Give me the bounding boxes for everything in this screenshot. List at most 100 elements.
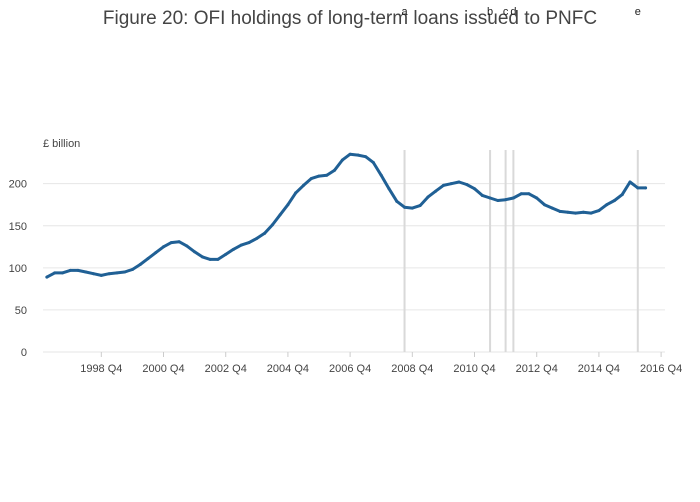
data-point [317, 174, 321, 178]
data-point [465, 183, 469, 187]
data-point [130, 268, 134, 272]
chart-title: Figure 20: OFI holdings of long-term loa… [103, 8, 597, 29]
data-point [395, 199, 399, 203]
event-marker-label: a [401, 6, 408, 18]
data-point [99, 273, 103, 277]
x-tick-label: 2006 Q4 [329, 363, 371, 375]
data-point [208, 257, 212, 261]
data-point [107, 272, 111, 276]
data-point [364, 155, 368, 159]
data-point [239, 243, 243, 247]
data-point [177, 240, 181, 244]
data-point [636, 186, 640, 190]
data-point [480, 193, 484, 197]
data-point [138, 262, 142, 266]
data-point [263, 231, 267, 235]
data-point [301, 183, 305, 187]
data-point [473, 187, 477, 191]
y-tick-label: 50 [15, 305, 27, 317]
data-point [379, 173, 383, 177]
data-point [146, 257, 150, 261]
y-axis: 0 50 100 150 200 [9, 179, 27, 359]
data-point [457, 180, 461, 184]
data-point [581, 210, 585, 214]
x-tick-label: 2012 Q4 [516, 363, 558, 375]
data-point [426, 195, 430, 199]
data-point [309, 177, 313, 181]
data-point [255, 236, 259, 240]
gridlines [43, 183, 665, 353]
x-tick-label: 2010 Q4 [453, 363, 495, 375]
data-point [193, 250, 197, 254]
data-point [185, 244, 189, 248]
x-tick-label: 2002 Q4 [205, 363, 247, 375]
data-point [620, 193, 624, 197]
data-point [589, 211, 593, 215]
data-point [612, 199, 616, 202]
data-point [68, 268, 72, 272]
data-point [605, 203, 609, 207]
y-tick-label: 200 [9, 179, 27, 191]
x-tick-label: 2014 Q4 [578, 363, 620, 375]
data-point [403, 205, 407, 209]
x-axis: 1998 Q4 2000 Q4 2002 Q4 2004 Q4 2006 Q4 2008 … [80, 352, 682, 375]
data-point [286, 203, 290, 207]
data-point [441, 183, 445, 187]
data-point [628, 180, 632, 184]
data-point [356, 153, 360, 157]
data-point [224, 252, 228, 256]
series-layer [45, 152, 648, 279]
x-tick-label: 1998 Q4 [80, 363, 122, 375]
data-point [519, 192, 523, 196]
data-point [115, 271, 119, 275]
data-point [231, 247, 235, 251]
data-point [371, 161, 375, 165]
data-point [270, 223, 274, 227]
data-point [294, 191, 298, 195]
data-point [200, 255, 204, 259]
data-point [92, 272, 96, 276]
data-point [434, 189, 438, 193]
data-point [278, 213, 282, 217]
x-tick-label: 2008 Q4 [391, 363, 433, 375]
data-point [84, 270, 88, 274]
data-point [597, 209, 601, 213]
x-tick-label: 2016 Q4 [640, 363, 682, 375]
data-point [504, 198, 508, 202]
data-point [644, 186, 648, 190]
series-line [45, 152, 648, 279]
event-marker-label: d [510, 6, 516, 18]
data-point [169, 241, 173, 245]
event-marker-label: c [503, 6, 509, 18]
data-point [566, 210, 570, 214]
data-point [558, 209, 562, 213]
data-point [45, 275, 49, 279]
data-point [325, 173, 329, 177]
data-point [348, 152, 352, 156]
data-point [247, 241, 251, 245]
data-point [527, 192, 531, 196]
data-point [162, 245, 166, 249]
x-tick-label: 2004 Q4 [267, 363, 309, 375]
data-point [340, 158, 344, 162]
data-point [154, 251, 158, 255]
data-point [333, 168, 337, 172]
data-point [550, 206, 554, 210]
data-point [535, 196, 539, 200]
data-point [60, 271, 64, 275]
data-point [76, 268, 80, 272]
data-point [449, 182, 453, 186]
data-point [410, 206, 414, 210]
data-point [216, 257, 220, 261]
x-tick-label: 2000 Q4 [142, 363, 184, 375]
data-point [488, 196, 492, 200]
data-point [387, 187, 391, 191]
event-marker-label: b [487, 6, 493, 18]
y-tick-label: 150 [9, 221, 27, 233]
data-point [511, 196, 515, 200]
y-tick-label: 100 [9, 263, 27, 275]
event-marker-label: e [635, 6, 641, 18]
y-tick-label: 0 [21, 347, 27, 359]
